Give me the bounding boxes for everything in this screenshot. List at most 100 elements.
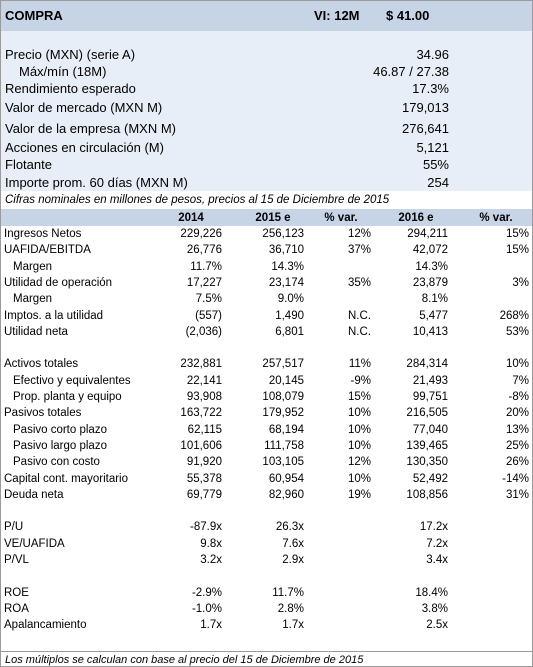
cell: 1.7x xyxy=(282,619,304,632)
cell: -8% xyxy=(508,391,529,403)
cell: 9.8x xyxy=(200,537,222,550)
summary-band xyxy=(1,31,532,191)
column-header: % var. xyxy=(324,212,358,224)
cell: 20,145 xyxy=(268,374,304,387)
cell: 37% xyxy=(347,244,371,257)
row-label: ROA xyxy=(4,602,29,615)
summary-value: 34.96 xyxy=(416,47,449,62)
cell: 36,710 xyxy=(268,244,304,257)
row-label: Pasivo con costo xyxy=(13,456,100,469)
cell: 15% xyxy=(347,391,371,403)
row-label: Imptos. a la utilidad xyxy=(4,309,104,322)
cell: 268% xyxy=(499,309,529,322)
cell: 62,115 xyxy=(187,423,222,436)
cell: 20% xyxy=(505,407,529,420)
recommendation: COMPRA xyxy=(5,8,63,23)
cell: 15% xyxy=(505,244,529,257)
cell: 99,751 xyxy=(412,391,448,403)
cell: 7.5% xyxy=(195,293,222,306)
cell: 23,879 xyxy=(412,276,448,289)
cell: 26% xyxy=(505,456,529,469)
cell: 10% xyxy=(347,407,371,420)
summary-label: Valor de mercado (MXN M) xyxy=(5,100,163,115)
cell: 55,378 xyxy=(186,472,222,485)
cell: 2.8% xyxy=(277,602,304,615)
cell: 2.5x xyxy=(426,619,448,632)
cell: 3% xyxy=(512,276,529,289)
summary-label: Rendimiento esperado xyxy=(5,81,136,96)
summary-label: Máx/mín (18M) xyxy=(19,64,107,79)
cell: 11.7% xyxy=(272,586,304,599)
cell: 108,079 xyxy=(262,391,304,403)
cell: -1.0% xyxy=(191,602,222,615)
cell: 11% xyxy=(348,358,371,371)
row-label: Pasivos totales xyxy=(4,407,82,420)
row-label: Pasivo largo plazo xyxy=(13,439,107,452)
cell: 10% xyxy=(347,439,371,452)
summary-label: Importe prom. 60 días (MXN M) xyxy=(5,175,188,190)
cell: (557) xyxy=(195,309,222,322)
row-label: Capital cont. mayoritario xyxy=(4,472,128,485)
row-label: Efectivo y equivalentes xyxy=(13,374,131,387)
cell: -87.9x xyxy=(190,521,222,534)
cell: 53% xyxy=(505,325,529,338)
cell: 1.7x xyxy=(200,619,222,632)
cell: 232,881 xyxy=(180,358,222,371)
cell: 8.1% xyxy=(421,293,448,306)
summary-value: 5,121 xyxy=(416,140,449,155)
summary-value: 55% xyxy=(422,157,449,172)
row-label: Apalancamiento xyxy=(4,619,87,632)
cell: -14% xyxy=(502,472,529,485)
footnote: Los múltiplos se calculan con base al pr… xyxy=(5,654,364,666)
cell: 6,801 xyxy=(275,325,304,338)
cell: 69,779 xyxy=(186,488,222,501)
cell: 3.8% xyxy=(421,602,448,615)
table-header-band xyxy=(1,209,532,226)
row-label: P/U xyxy=(4,521,24,534)
summary-value: 17.3% xyxy=(412,81,449,96)
cell: 130,350 xyxy=(406,456,448,469)
cell: 17.2x xyxy=(419,521,448,534)
row-label: ROE xyxy=(4,586,29,599)
header-band xyxy=(1,1,532,31)
cell: N.C. xyxy=(348,309,371,322)
cell: 18.4% xyxy=(415,586,448,599)
cell: 10% xyxy=(505,358,529,371)
cell: N.C. xyxy=(348,325,371,338)
cell: 5,477 xyxy=(419,309,448,322)
row-label: Margen xyxy=(13,260,52,273)
cell: 216,505 xyxy=(406,407,448,420)
summary-value: 46.87 / 27.38 xyxy=(373,64,449,79)
cell: 12% xyxy=(347,456,371,469)
summary-value: 254 xyxy=(427,175,449,190)
cell: 103,105 xyxy=(262,456,304,469)
cell: 3.4x xyxy=(426,554,448,566)
cell: 1,490 xyxy=(275,309,304,322)
cell: 7% xyxy=(512,374,529,387)
cell: -9% xyxy=(350,374,371,387)
row-label: UAFIDA/EBITDA xyxy=(4,244,91,257)
cell: 139,465 xyxy=(406,439,448,452)
cell: 22,141 xyxy=(186,374,222,387)
cell: 82,960 xyxy=(268,488,304,501)
cell: 68,194 xyxy=(268,423,304,436)
cell: 42,072 xyxy=(412,244,448,257)
cell: 14.3% xyxy=(415,260,448,273)
cell: 26,776 xyxy=(186,244,222,257)
cell: 256,123 xyxy=(262,228,304,240)
row-label: Utilidad neta xyxy=(4,325,68,338)
row-label: P/VL xyxy=(4,554,29,566)
row-label: Prop. planta y equipo xyxy=(13,391,122,403)
cell: 294,211 xyxy=(407,228,448,240)
cell: 11.7% xyxy=(190,260,222,273)
cell: 179,952 xyxy=(262,407,304,420)
cell: (2,036) xyxy=(185,325,222,338)
target-price: $ 41.00 xyxy=(386,8,430,23)
cell: 10% xyxy=(347,472,371,485)
cell: 229,226 xyxy=(180,228,222,240)
table-bottom-rule xyxy=(1,651,532,652)
cell: 163,722 xyxy=(180,407,222,420)
cell: 3.2x xyxy=(200,554,222,566)
column-header: 2014 xyxy=(178,212,204,224)
